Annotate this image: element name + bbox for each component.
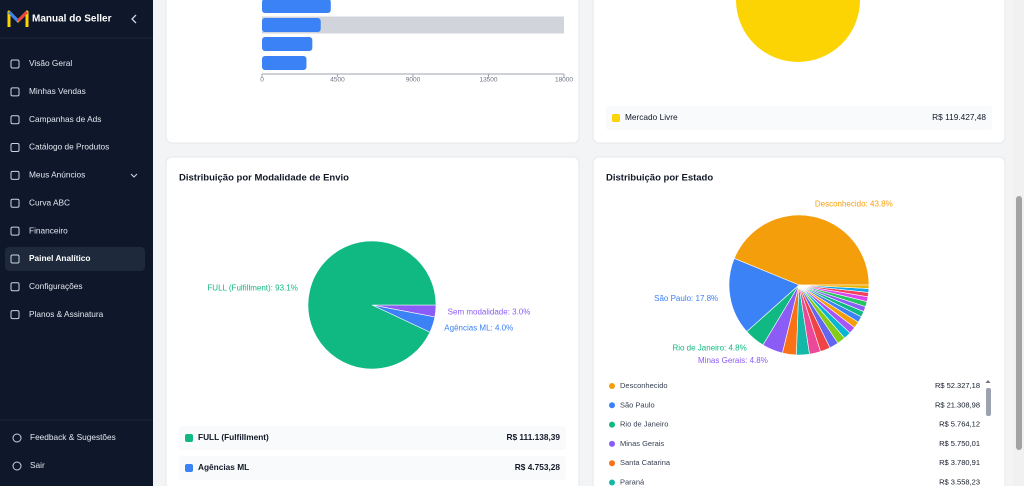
menu-item[interactable]: Campanhas de Ads [29,114,101,124]
legend-row [179,456,566,480]
x-tick-label: 18000 [555,77,573,84]
list-value: R$ 3.780,91 [939,458,980,467]
bar[interactable] [262,56,307,70]
bar[interactable] [262,37,313,51]
list-label: Paraná [620,477,645,486]
list-dot [609,421,615,428]
bar[interactable] [262,18,321,32]
list-dot [609,402,615,409]
logo [7,10,29,27]
list-label: Desconhecido [620,381,668,390]
menu-icon [10,143,20,153]
menu-icon [10,198,20,208]
x-tick-label: 13500 [479,77,497,84]
legend-swatch [185,434,193,442]
list-dot [609,383,615,389]
collapse-button[interactable] [131,14,137,24]
menu-item[interactable]: Financeiro [29,225,68,235]
pie-label: Agências ML: 4.0% [444,324,513,333]
menu-item[interactable]: Painel Analítico [29,253,90,263]
menu-icon [10,254,20,264]
list-value: R$ 52.327,18 [935,381,980,390]
list-label: Santa Catarina [620,458,671,467]
pie-slice[interactable] [307,240,437,370]
pie-slice[interactable] [736,0,860,62]
menu-icon [10,310,20,320]
menu-icon [10,282,20,292]
list-scroll-arrow[interactable] [985,380,991,383]
list-value: R$ 3.558,23 [939,477,980,486]
expand-icon[interactable] [130,173,138,178]
sidebar [0,0,153,486]
list-label: Rio de Janeiro [620,420,668,429]
pie-label: Rio de Janeiro: 4.8% [672,343,746,352]
list-dot [609,440,615,447]
page-scroll-thumb[interactable] [1016,196,1022,450]
pie-label: Sem modalidade: 3.0% [448,307,531,316]
brand: Manual do Seller [32,14,112,25]
legend-row [179,426,566,450]
legend-label: Mercado Livre [625,112,678,122]
list-label: Minas Gerais [620,439,664,448]
card-title: Distribuição por Modalidade de Envio [179,173,349,184]
menu-item[interactable]: Minhas Vendas [29,86,86,96]
menu-item[interactable]: Catálogo de Produtos [29,142,109,152]
list-value: R$ 21.308,98 [935,400,980,409]
menu-item-active[interactable] [5,246,145,271]
x-tick-label: 9000 [406,77,421,84]
menu-icon [10,115,20,125]
card-title: Distribuição por Estado [606,173,713,184]
pie-label: Desconhecido: 43.8% [815,200,893,209]
menu-item[interactable]: Planos & Assinatura [29,309,104,319]
legend-value: R$ 111.138,39 [506,432,560,442]
list-value: R$ 5.764,12 [939,420,980,429]
pie-label: Minas Gerais: 4.8% [698,356,768,365]
list-value: R$ 5.750,01 [939,439,980,448]
pie-label: São Paulo: 17.8% [654,294,718,303]
menu-item[interactable]: Visão Geral [29,58,72,68]
legend-row [606,106,992,130]
legend-value: R$ 119.427,48 [932,112,986,122]
x-tick-label: 4500 [330,77,345,84]
card [165,0,580,144]
menu-icon [12,461,22,471]
bar[interactable] [262,0,331,13]
pie-slice[interactable] [728,258,800,333]
pie-slice[interactable] [733,214,870,286]
menu-icon [10,226,20,236]
bar-hover-band [262,16,564,34]
menu-item[interactable]: Meus Anúncios [29,170,85,180]
menu-item[interactable]: Curva ABC [29,197,70,207]
list-dot [609,479,615,486]
menu-icon [10,59,20,69]
legend-label: FULL (Fulfillment) [198,432,269,442]
legend-swatch [185,464,193,472]
legend-label: Agências ML [198,462,249,472]
x-tick-label: 0 [260,77,264,84]
list-scroll-thumb[interactable] [986,388,991,416]
menu-icon [12,433,22,443]
list-dot [609,460,615,467]
menu-icon [10,170,20,180]
list-label: São Paulo [620,400,655,409]
menu-item[interactable]: Feedback & Sugestões [30,432,116,442]
menu-icon [10,87,20,97]
legend-value: R$ 4.753,28 [515,462,561,472]
menu-item[interactable]: Configurações [29,281,83,291]
menu-item[interactable]: Sair [30,460,45,470]
legend-swatch [612,114,620,122]
pie-label: FULL (Fulfillment): 93.1% [207,284,297,293]
pie-slice[interactable] [798,284,870,289]
